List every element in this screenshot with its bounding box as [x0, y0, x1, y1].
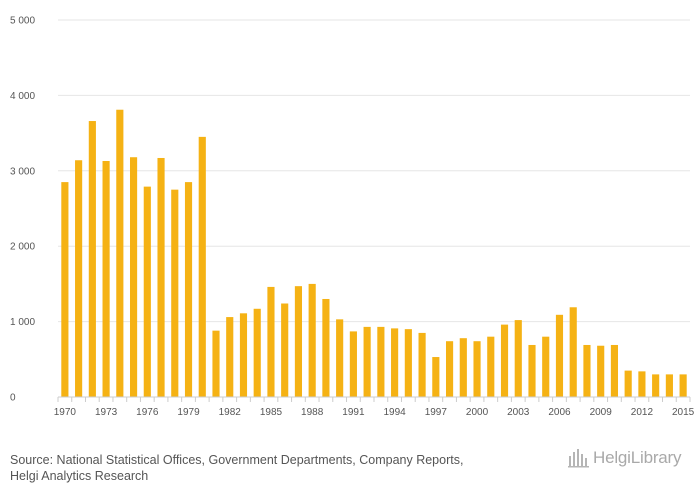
bar-1989[interactable]	[322, 298, 330, 397]
bar-2004[interactable]	[528, 344, 536, 397]
bar-2010[interactable]	[610, 344, 619, 397]
x-tick-label: 1982	[219, 407, 242, 418]
x-tick-label: 1988	[301, 407, 324, 418]
bar-1984[interactable]	[253, 308, 261, 397]
x-tick-label: 1979	[177, 407, 200, 418]
bar-1973[interactable]	[102, 160, 110, 397]
bar-1981[interactable]	[212, 330, 220, 397]
x-tick-label: 1973	[95, 407, 118, 418]
bar-1972[interactable]	[88, 121, 96, 397]
x-tick-label: 2003	[507, 407, 530, 418]
bar-1977[interactable]	[157, 157, 165, 397]
bar-1979[interactable]	[184, 182, 193, 397]
bar-1986[interactable]	[281, 303, 289, 397]
x-tick-label: 1985	[260, 407, 283, 418]
y-tick-label: 0	[10, 393, 16, 404]
source-note: Source: National Statistical Offices, Go…	[10, 452, 550, 484]
bar-1999[interactable]	[459, 338, 467, 397]
x-tick-label: 2006	[548, 407, 571, 418]
x-tick-label: 2015	[672, 407, 695, 418]
y-tick-label: 5 000	[10, 16, 35, 27]
x-tick-label: 2000	[466, 407, 489, 418]
bar-1994[interactable]	[391, 328, 399, 397]
bar-1980[interactable]	[198, 136, 206, 397]
bar-2011[interactable]	[624, 370, 632, 397]
bar-2008[interactable]	[583, 344, 591, 397]
bar-1997[interactable]	[432, 357, 440, 397]
x-tick-label: 2009	[590, 407, 613, 418]
bar-2005[interactable]	[542, 336, 550, 397]
bar-1987[interactable]	[294, 286, 303, 397]
y-axis-tick-labels: 0 1 000 2 000 3 000 4 000 5 000	[10, 16, 35, 404]
bar-2015[interactable]	[679, 374, 687, 397]
bar-2002[interactable]	[500, 324, 509, 397]
bar-1970[interactable]	[61, 182, 69, 397]
bar-1974[interactable]	[116, 109, 124, 397]
bar-2013[interactable]	[652, 374, 660, 397]
bar-1976[interactable]	[143, 186, 151, 397]
bar-2000[interactable]	[473, 341, 481, 397]
bar-2007[interactable]	[569, 307, 577, 397]
y-tick-label: 2 000	[10, 242, 35, 253]
y-tick-label: 1 000	[10, 317, 35, 328]
x-axis-ticks: 1970 1973 1976 1979 1982 1985 1988 1991 1994 1997…	[54, 397, 695, 418]
x-tick-label: 1976	[136, 407, 159, 418]
bar-2012[interactable]	[638, 371, 646, 397]
logo-text: HelgiLibrary	[593, 448, 682, 467]
bar-2009[interactable]	[597, 345, 605, 397]
helgi-library-logo[interactable]: HelgiLibrary	[568, 448, 682, 468]
bar-1971[interactable]	[75, 160, 83, 397]
y-tick-label: 3 000	[10, 166, 35, 177]
bar-1975[interactable]	[129, 157, 138, 397]
bar-1985[interactable]	[267, 286, 275, 397]
bar-1996[interactable]	[418, 332, 426, 397]
bar-chart-stack-icon	[568, 449, 589, 468]
x-tick-label: 1970	[54, 407, 77, 418]
bar-1995[interactable]	[404, 329, 412, 397]
bar-1993[interactable]	[377, 326, 385, 397]
x-tick-label: 1997	[425, 407, 448, 418]
bar-2003[interactable]	[514, 320, 522, 397]
bar-1978[interactable]	[171, 189, 179, 397]
bar-1988[interactable]	[308, 283, 316, 397]
bar-2001[interactable]	[487, 336, 495, 397]
gridlines	[58, 19, 690, 323]
bar-2014[interactable]	[665, 374, 673, 397]
bar-1991[interactable]	[349, 331, 357, 397]
y-tick-label: 4 000	[10, 91, 35, 102]
bar-1992[interactable]	[363, 326, 371, 397]
bar-1982[interactable]	[226, 317, 234, 397]
bar-1998[interactable]	[445, 341, 454, 397]
bar-2006[interactable]	[555, 314, 564, 397]
source-line-1: Source: National Statistical Offices, Go…	[10, 453, 464, 467]
source-line-2: Helgi Analytics Research	[10, 469, 149, 483]
bar-series	[61, 109, 687, 397]
x-tick-label: 1994	[383, 407, 406, 418]
bar-1990[interactable]	[336, 319, 344, 397]
x-tick-label: 1991	[342, 407, 365, 418]
bar-1983[interactable]	[239, 313, 248, 397]
x-tick-label: 2012	[631, 407, 654, 418]
